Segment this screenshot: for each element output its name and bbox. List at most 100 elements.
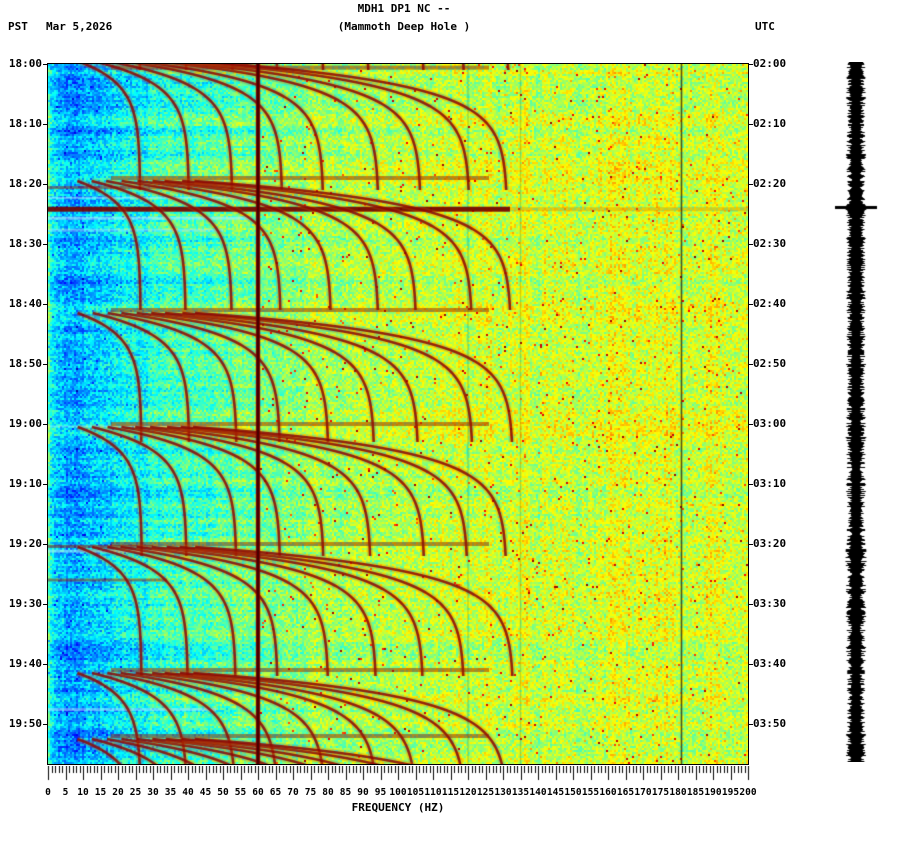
- frequency-tick-label: 10: [77, 787, 89, 798]
- left-time-label: 19:50: [8, 717, 42, 730]
- left-time-tick: [43, 63, 48, 65]
- frequency-tick-label: 80: [322, 787, 334, 798]
- right-time-tick: [748, 603, 753, 605]
- right-time-label: 02:00: [753, 57, 787, 70]
- right-time-tick: [748, 423, 753, 425]
- right-time-label: 03:20: [753, 537, 787, 550]
- frequency-tick-label: 140: [529, 787, 547, 798]
- frequency-tick-label: 200: [739, 787, 757, 798]
- frequency-tick-label: 165: [616, 787, 635, 798]
- frequency-tick-label: 135: [511, 787, 530, 798]
- frequency-tick-label: 60: [252, 787, 264, 798]
- left-time-tick: [43, 303, 48, 305]
- left-time-label: 19:00: [8, 417, 42, 430]
- left-time-tick: [43, 543, 48, 545]
- left-time-tick: [43, 423, 48, 425]
- frequency-tick-label: 150: [564, 787, 582, 798]
- right-timezone-label: UTC: [755, 20, 775, 33]
- left-time-label: 18:50: [8, 357, 42, 370]
- frequency-tick-label: 120: [459, 787, 477, 798]
- frequency-tick-label: 155: [581, 787, 600, 798]
- left-time-label: 18:10: [8, 117, 42, 130]
- spectrogram-plot: [47, 63, 749, 765]
- frequency-tick-label: 25: [129, 787, 142, 798]
- frequency-tick-label: 110: [424, 787, 442, 798]
- station-subtitle: (Mammoth Deep Hole ): [337, 20, 471, 33]
- frequency-tick-label: 130: [494, 787, 512, 798]
- frequency-tick-label: 190: [704, 787, 722, 798]
- left-time-label: 18:40: [8, 297, 42, 310]
- frequency-tick-label: 15: [94, 787, 107, 798]
- left-time-label: 19:20: [8, 537, 42, 550]
- left-time-tick: [43, 123, 48, 125]
- right-time-tick: [748, 663, 753, 665]
- left-time-tick: [43, 483, 48, 485]
- right-time-label: 02:10: [753, 117, 787, 130]
- frequency-tick-label: 195: [721, 787, 740, 798]
- frequency-tick-label: 30: [147, 787, 159, 798]
- right-time-tick: [748, 243, 753, 245]
- frequency-tick-label: 145: [546, 787, 565, 798]
- left-time-label: 18:20: [8, 177, 42, 190]
- left-time-tick: [43, 243, 48, 245]
- frequency-tick-label: 50: [217, 787, 229, 798]
- frequency-tick-label: 65: [269, 787, 282, 798]
- frequency-tick-label: 160: [599, 787, 617, 798]
- left-time-label: 19:10: [8, 477, 42, 490]
- right-time-label: 02:30: [753, 237, 787, 250]
- waveform-strip-canvas: [834, 62, 878, 762]
- frequency-tick-label: 115: [441, 787, 460, 798]
- right-time-label: 03:30: [753, 597, 787, 610]
- frequency-tick-label: 20: [112, 787, 124, 798]
- right-time-label: 03:10: [753, 477, 787, 490]
- frequency-tick-label: 5: [62, 787, 69, 798]
- frequency-tick-label: 40: [182, 787, 194, 798]
- frequency-tick-label: 75: [304, 787, 317, 798]
- right-time-label: 02:50: [753, 357, 787, 370]
- right-time-tick: [748, 183, 753, 185]
- left-time-label: 19:40: [8, 657, 42, 670]
- right-time-label: 03:40: [753, 657, 787, 670]
- frequency-tick-label: 185: [686, 787, 705, 798]
- frequency-axis-title: FREQUENCY (HZ): [351, 801, 445, 814]
- left-time-tick: [43, 663, 48, 665]
- right-time-label: 02:40: [753, 297, 787, 310]
- left-time-tick: [43, 603, 48, 605]
- station-title: MDH1 DP1 NC --: [357, 2, 451, 15]
- frequency-tick-label: 100: [389, 787, 407, 798]
- right-time-label: 03:50: [753, 717, 787, 730]
- frequency-tick-label: 85: [339, 787, 352, 798]
- left-time-tick: [43, 723, 48, 725]
- right-time-tick: [748, 63, 753, 65]
- frequency-tick-label: 90: [357, 787, 369, 798]
- right-time-tick: [748, 303, 753, 305]
- right-time-tick: [748, 543, 753, 545]
- frequency-tick-label: 170: [634, 787, 652, 798]
- frequency-tick-label: 70: [287, 787, 299, 798]
- frequency-tick-label: 0: [45, 787, 51, 798]
- left-time-tick: [43, 183, 48, 185]
- left-time-label: 19:30: [8, 597, 42, 610]
- frequency-tick-label: 45: [199, 787, 212, 798]
- frequency-tick-label: 35: [164, 787, 177, 798]
- right-time-label: 03:00: [753, 417, 787, 430]
- left-time-label: 18:00: [8, 57, 42, 70]
- frequency-tick-label: 175: [651, 787, 670, 798]
- frequency-tick-label: 180: [669, 787, 687, 798]
- left-time-tick: [43, 363, 48, 365]
- right-time-label: 02:20: [753, 177, 787, 190]
- frequency-tick-label: 105: [406, 787, 425, 798]
- left-time-label: 18:30: [8, 237, 42, 250]
- left-timezone-label: PST: [8, 20, 28, 33]
- right-time-tick: [748, 363, 753, 365]
- date-label: Mar 5,2026: [46, 20, 113, 33]
- frequency-tick-label: 55: [234, 787, 247, 798]
- spectrogram-canvas: [48, 64, 748, 764]
- right-time-tick: [748, 483, 753, 485]
- right-time-tick: [748, 723, 753, 725]
- frequency-tick-label: 95: [374, 787, 387, 798]
- frequency-axis-ticks-canvas: [0, 766, 902, 782]
- frequency-tick-label: 125: [476, 787, 495, 798]
- right-time-tick: [748, 123, 753, 125]
